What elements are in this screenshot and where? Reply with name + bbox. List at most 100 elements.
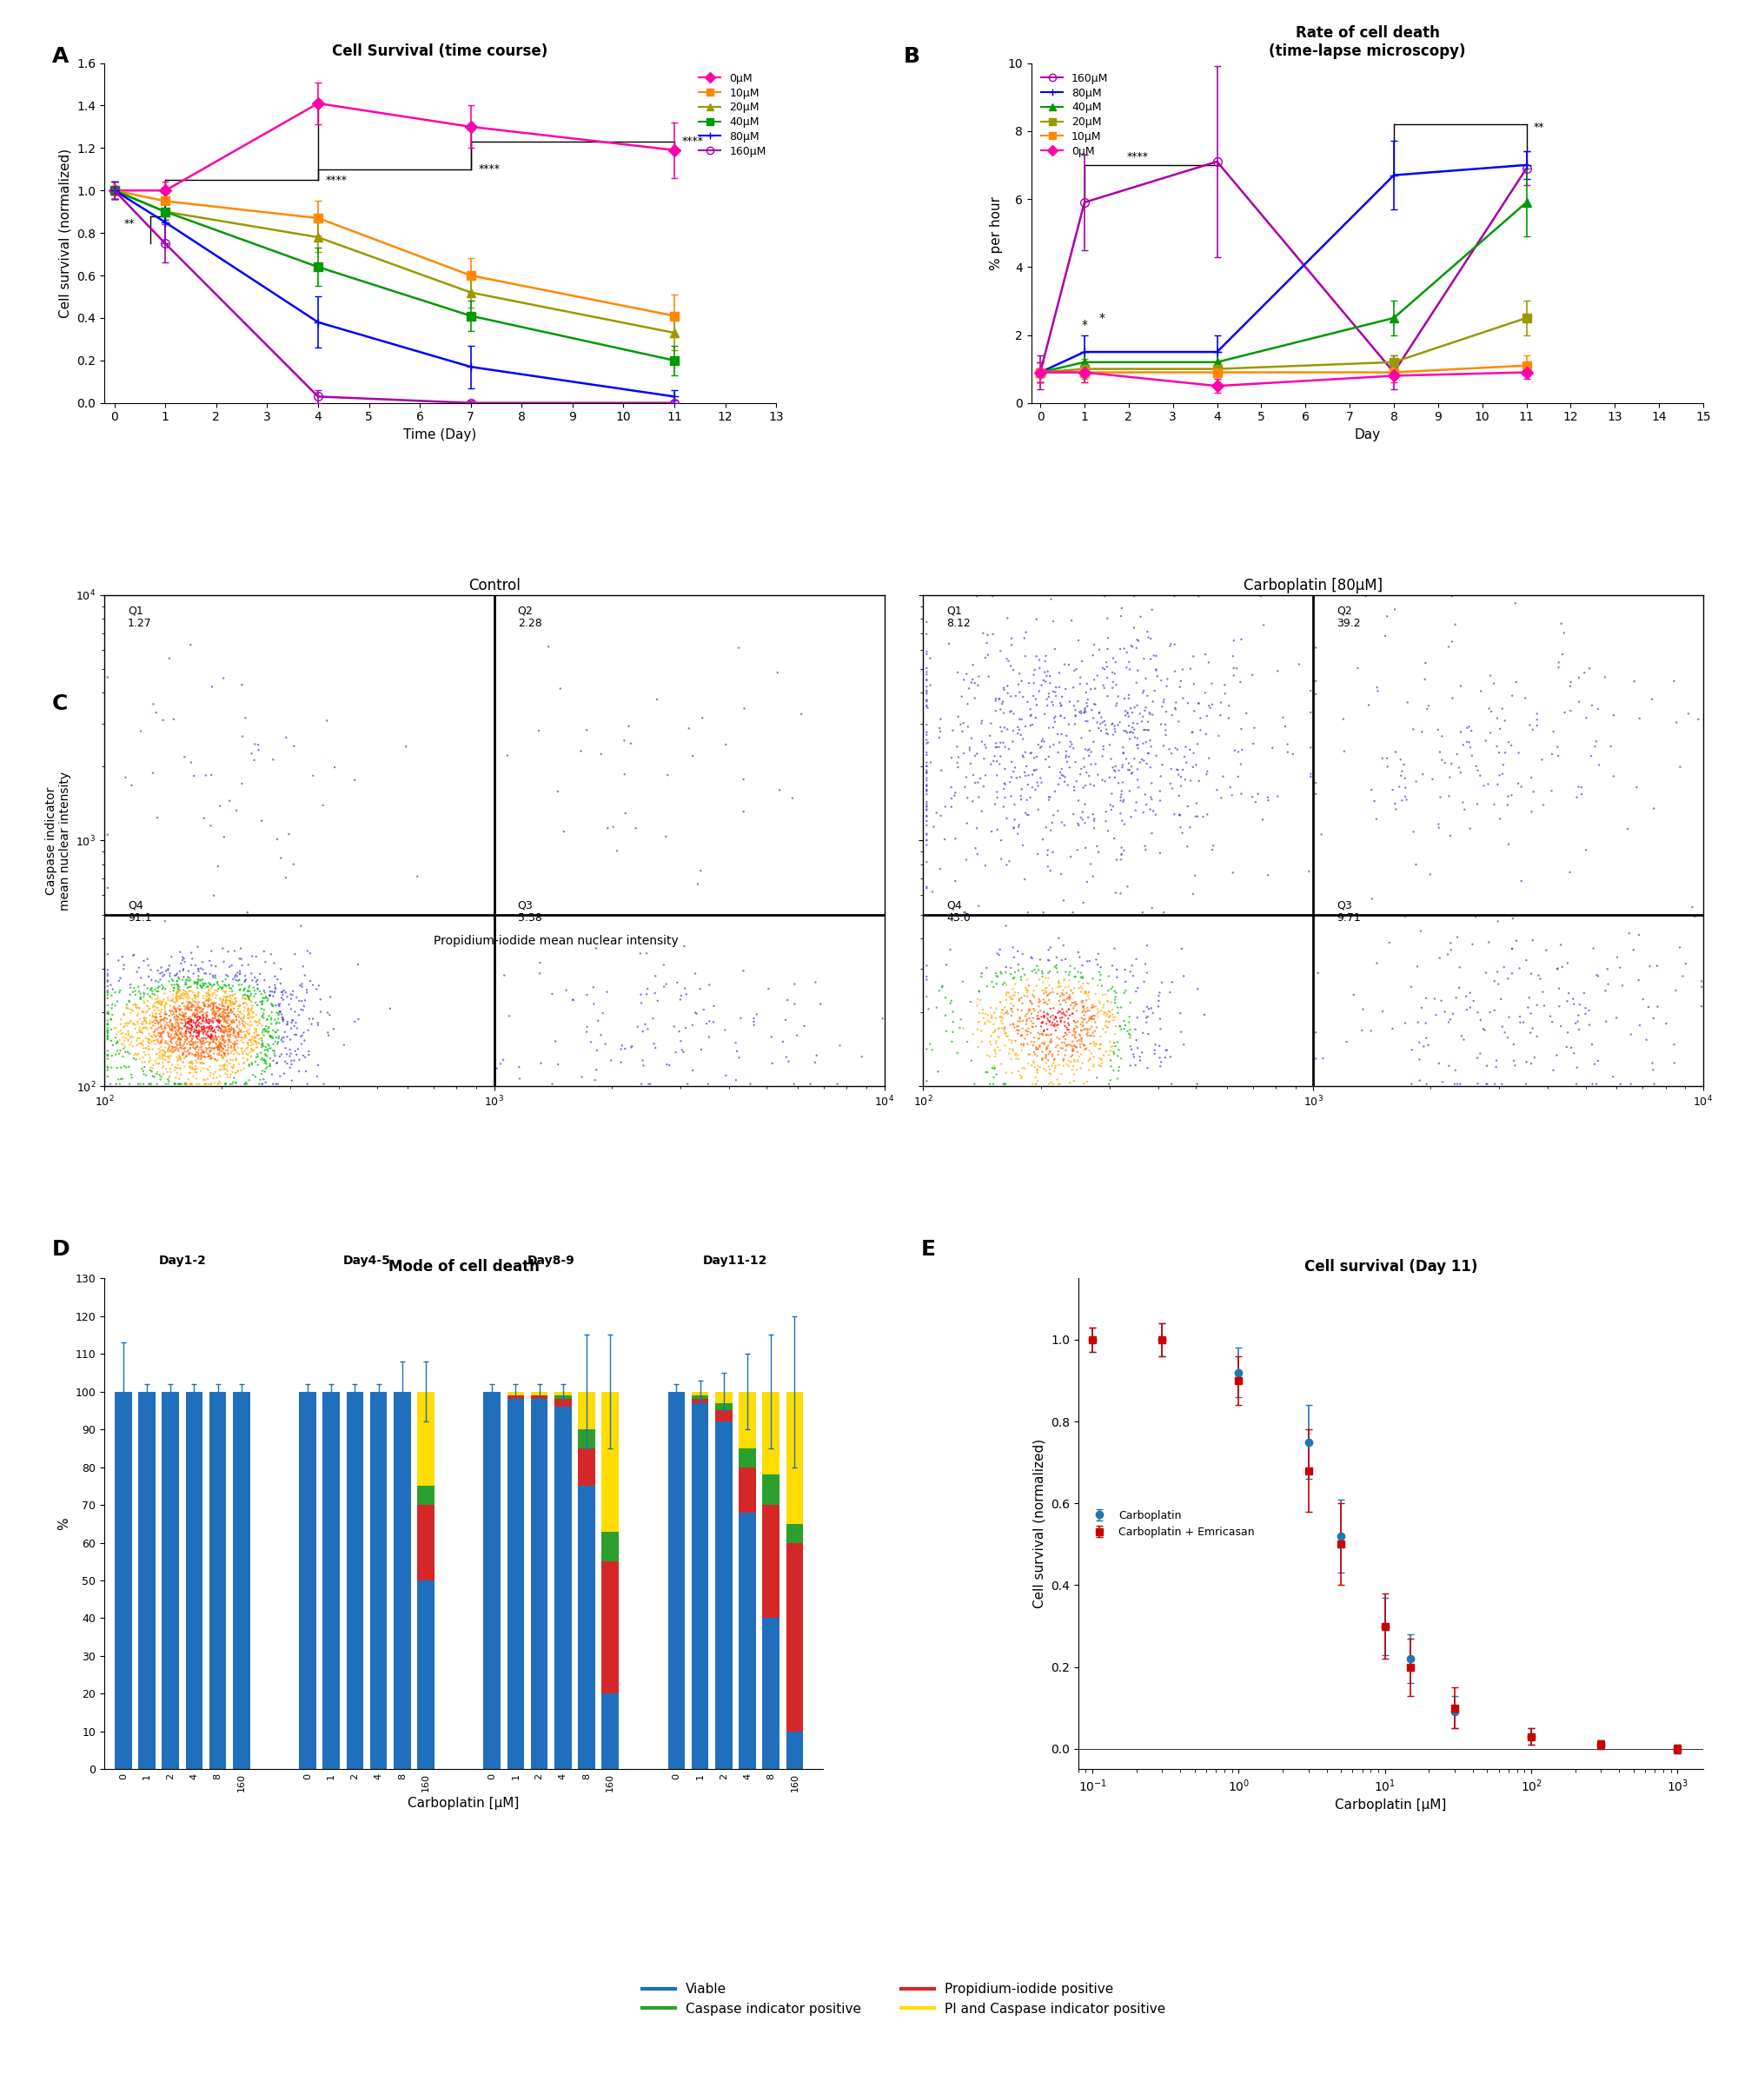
Point <box>280 974 308 1008</box>
Point <box>1191 998 1218 1031</box>
Point <box>148 1027 176 1060</box>
Point <box>182 1031 210 1065</box>
Point <box>730 953 758 987</box>
Point <box>205 1029 233 1063</box>
Point <box>224 956 252 989</box>
Point <box>137 1012 165 1046</box>
Point <box>1098 666 1126 699</box>
Point <box>610 724 638 758</box>
Point <box>768 1025 796 1058</box>
Point <box>214 1000 242 1033</box>
Text: **: ** <box>1533 122 1543 132</box>
Point <box>1085 836 1112 869</box>
Point <box>115 1037 143 1071</box>
Point <box>176 1037 203 1071</box>
Point <box>177 1008 205 1042</box>
Point <box>1363 802 1390 836</box>
Point <box>1667 750 1695 783</box>
Point <box>196 1023 224 1056</box>
Point <box>243 1037 271 1071</box>
Point <box>141 1060 169 1094</box>
Point <box>109 998 137 1031</box>
Point <box>182 1050 210 1084</box>
Point <box>136 991 163 1025</box>
Point <box>403 859 431 892</box>
Point <box>174 985 202 1018</box>
Point <box>136 1006 163 1040</box>
Bar <box>579 1430 594 1449</box>
Point <box>236 1008 264 1042</box>
Point <box>189 987 217 1021</box>
X-axis label: Day: Day <box>1354 428 1380 441</box>
Point <box>1081 664 1109 697</box>
Point <box>196 1067 224 1100</box>
Point <box>1142 653 1170 687</box>
Point <box>139 998 167 1031</box>
Point <box>182 1021 210 1054</box>
Point <box>177 964 205 997</box>
Point <box>587 737 615 771</box>
Point <box>984 775 1012 808</box>
Point <box>992 983 1020 1016</box>
Point <box>240 1027 268 1060</box>
Point <box>1474 1050 1502 1084</box>
Point <box>250 1002 278 1035</box>
Point <box>1112 966 1140 1000</box>
Point <box>912 949 940 983</box>
Point <box>233 979 261 1012</box>
Point <box>181 1000 209 1033</box>
Point <box>1098 655 1126 689</box>
Point <box>224 991 252 1025</box>
Point <box>261 976 289 1010</box>
Point <box>198 1021 226 1054</box>
Point <box>1123 1023 1151 1056</box>
Point <box>1408 991 1436 1025</box>
Point <box>773 983 801 1016</box>
Point <box>123 998 151 1031</box>
Point <box>998 1027 1025 1060</box>
Point <box>198 1042 226 1075</box>
Point <box>177 1016 205 1050</box>
Point <box>144 1016 172 1050</box>
Point <box>999 1033 1027 1067</box>
Point <box>1086 964 1114 997</box>
Point <box>780 987 808 1021</box>
Point <box>1022 1031 1050 1065</box>
Point <box>203 1044 231 1077</box>
Point <box>1151 682 1178 716</box>
Point <box>1177 651 1204 685</box>
Point <box>273 1006 301 1040</box>
Point <box>1071 1012 1098 1046</box>
Point <box>1024 729 1051 762</box>
Point <box>1020 657 1048 691</box>
Point <box>205 1052 233 1086</box>
Point <box>1022 701 1050 735</box>
Point <box>229 1002 257 1035</box>
Point <box>968 704 996 737</box>
Point <box>1008 739 1036 773</box>
Point <box>245 1023 273 1056</box>
Point <box>222 1000 250 1033</box>
Point <box>141 1018 169 1052</box>
Point <box>261 1040 289 1073</box>
Point <box>1020 754 1048 788</box>
Point <box>1114 754 1142 788</box>
Point <box>1449 729 1477 762</box>
Point <box>210 662 238 695</box>
Point <box>184 962 212 995</box>
Point <box>1051 1016 1079 1050</box>
Point <box>1674 697 1702 731</box>
Point <box>1053 983 1081 1016</box>
Point <box>1197 666 1225 699</box>
Point <box>179 991 207 1025</box>
Point <box>278 1006 306 1040</box>
Point <box>193 985 221 1018</box>
Point <box>240 1023 268 1056</box>
Point <box>202 1023 229 1056</box>
Point <box>912 981 940 1014</box>
Point <box>1031 1000 1058 1033</box>
Point <box>250 1033 278 1067</box>
Point <box>1138 697 1166 731</box>
Point <box>129 1025 156 1058</box>
Point <box>1036 731 1064 764</box>
